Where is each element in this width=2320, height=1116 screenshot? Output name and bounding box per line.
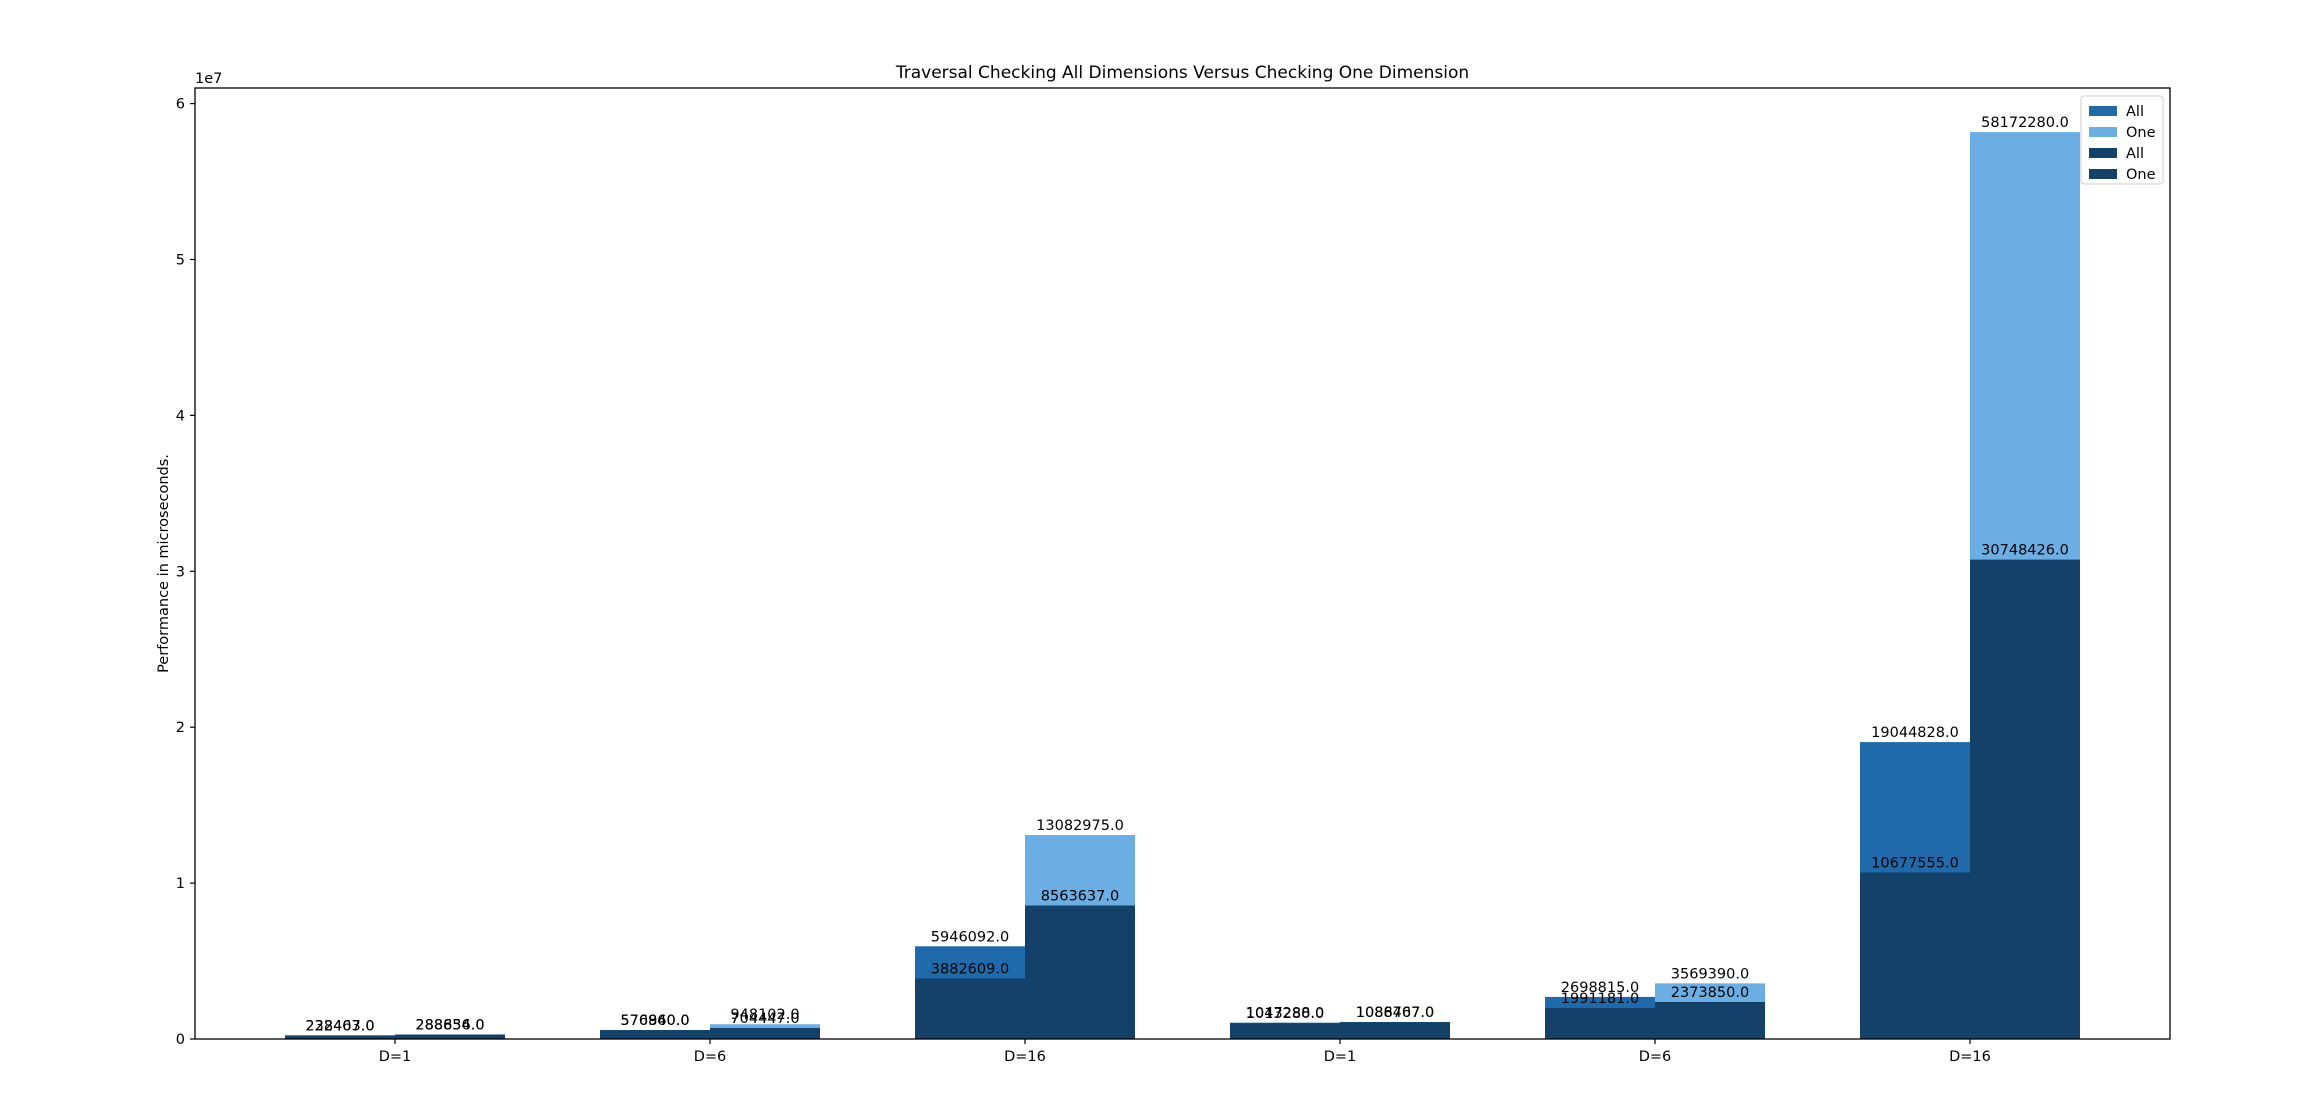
x-tick-label: D=6 — [1639, 1049, 1672, 1065]
bar-right-inner-1 — [710, 1028, 820, 1039]
legend-label: All — [2126, 104, 2144, 120]
data-labels: 232407.0 576940.0 5946092.0 1047288.0 269881… — [305, 115, 2068, 1034]
chart-title: Traversal Checking All Dimensions Versus… — [895, 63, 1469, 83]
x-tick-label: D=16 — [1949, 1049, 1991, 1065]
y-tick-label: 4 — [176, 408, 185, 424]
y-tick-label: 3 — [176, 564, 185, 580]
data-label-left-total-0: 232407.0 — [305, 1018, 374, 1034]
bar-left-inner-1 — [600, 1030, 710, 1039]
data-label-left-total-3: 1047288.0 — [1246, 1006, 1324, 1022]
x-tick-label: D=1 — [1324, 1049, 1357, 1065]
data-label-left-total-5: 19044828.0 — [1871, 725, 1959, 741]
bar-left-inner-2 — [915, 978, 1025, 1039]
data-label-right-total-3: 1088707.0 — [1356, 1005, 1434, 1021]
legend-swatch — [2089, 148, 2117, 158]
legend: All One All One — [2080, 95, 2164, 185]
legend-label: All — [2126, 146, 2144, 162]
bar-left-inner-3 — [1230, 1023, 1340, 1039]
data-label-right-inner-5: 30748426.0 — [1981, 543, 2069, 559]
axes: 0 1 2 3 4 5 6 D=1 D=6 D=16 D=1 D=6 D=16 — [176, 87, 2171, 1065]
data-label-right-inner-3: 1086467.0 — [1356, 1005, 1434, 1021]
bar-left-inner-4 — [1545, 1007, 1655, 1039]
y-tick-label: 1 — [176, 876, 185, 892]
data-label-left-inner-4: 1991181.0 — [1561, 991, 1639, 1007]
data-label-left-total-1: 576940.0 — [620, 1013, 689, 1029]
y-tick-label: 6 — [176, 97, 185, 113]
bar-left-inner-5 — [1860, 872, 1970, 1039]
legend-box — [2080, 95, 2164, 185]
bar-right-inner-4 — [1655, 1001, 1765, 1039]
data-label-right-total-1: 948102.0 — [730, 1007, 799, 1023]
data-label-right-inner-0: 288834.0 — [415, 1017, 484, 1033]
data-label-left-total-2: 5946092.0 — [931, 929, 1009, 945]
y-tick-label: 2 — [176, 720, 185, 736]
plot-frame — [194, 87, 2171, 1040]
data-label-left-inner-2: 3882609.0 — [931, 961, 1009, 977]
data-label-left-inner-5: 10677555.0 — [1871, 856, 1959, 872]
data-label-right-total-0: 288656.0 — [415, 1017, 484, 1033]
data-label-left-total-4: 2698815.0 — [1561, 980, 1639, 996]
bar-right-inner-5 — [1970, 559, 2080, 1039]
data-label-right-total-2: 13082975.0 — [1036, 818, 1124, 834]
legend-label: One — [2126, 125, 2156, 141]
x-tick-label: D=16 — [1004, 1049, 1046, 1065]
bar-right-inner-3 — [1340, 1022, 1450, 1039]
bar-right-inner-2 — [1025, 905, 1135, 1039]
x-tick-label: D=1 — [379, 1049, 412, 1065]
bar-right-inner-0 — [395, 1034, 505, 1039]
data-label-right-inner-1: 704447.0 — [730, 1011, 799, 1027]
data-label-left-inner-0: 228463.0 — [305, 1018, 374, 1034]
legend-swatch — [2089, 169, 2117, 179]
data-label-right-total-5: 58172280.0 — [1981, 115, 2069, 131]
x-tick-label: D=6 — [694, 1049, 727, 1065]
data-label-left-inner-3: 1013280.0 — [1246, 1006, 1324, 1022]
data-label-left-inner-1: 570860.0 — [620, 1013, 689, 1029]
y-axis-label: Performance in microseconds. — [156, 454, 172, 673]
y-tick-label: 5 — [176, 252, 185, 268]
legend-swatch — [2089, 106, 2117, 116]
legend-swatch — [2089, 127, 2117, 137]
y-tick-label: 0 — [176, 1032, 185, 1048]
data-label-right-inner-2: 8563637.0 — [1041, 888, 1119, 904]
y-axis-scale-label: 1e7 — [195, 71, 222, 87]
data-label-right-inner-4: 2373850.0 — [1671, 985, 1749, 1001]
legend-label: One — [2126, 167, 2156, 183]
bar-left-inner-0 — [285, 1035, 395, 1039]
data-label-right-total-4: 3569390.0 — [1671, 966, 1749, 982]
bars — [285, 132, 2080, 1040]
